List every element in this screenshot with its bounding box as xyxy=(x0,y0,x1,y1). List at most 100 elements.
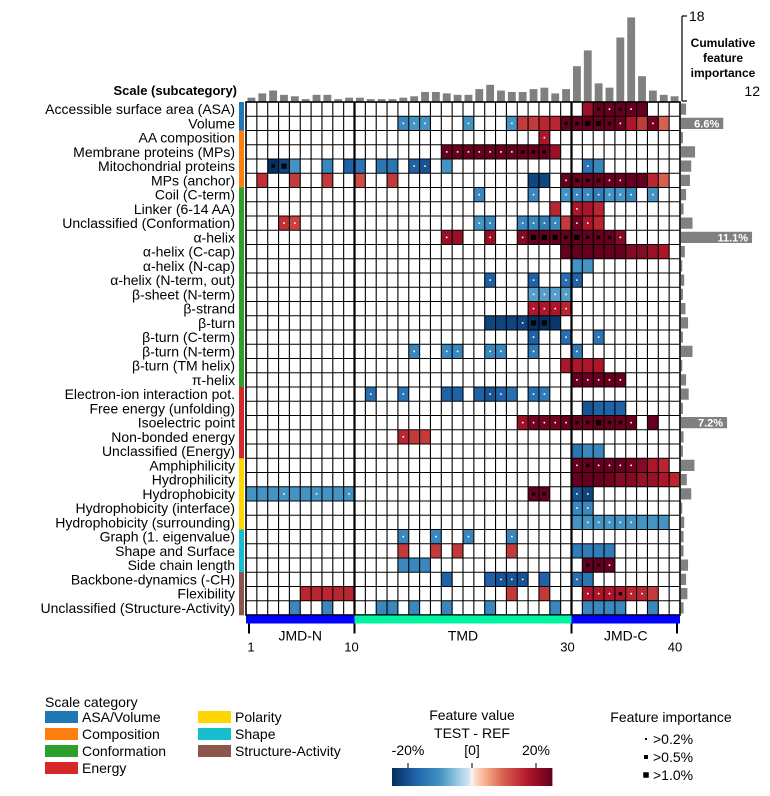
colorbar-segment xyxy=(406,768,409,786)
importance-marker xyxy=(283,222,285,224)
colorbar-segment xyxy=(532,768,535,786)
heatmap-cell xyxy=(582,543,594,558)
heatmap-cell xyxy=(571,358,583,373)
heatmap-cell xyxy=(538,173,550,188)
importance-marker xyxy=(597,193,600,196)
heatmap-cell xyxy=(397,543,409,558)
importance-marker xyxy=(586,493,589,495)
category-strip-segment xyxy=(239,558,244,573)
colorbar-segment xyxy=(444,768,447,786)
heatmap-cell xyxy=(625,173,637,188)
category-strip-segment xyxy=(239,600,244,616)
heatmap-frame xyxy=(245,101,681,616)
colorbar-segment xyxy=(458,768,461,786)
column-importance-bar xyxy=(345,97,353,102)
heatmap-cell xyxy=(571,244,583,259)
row-label: Unclassified (Conformation) xyxy=(62,215,235,231)
importance-marker xyxy=(489,350,491,353)
heatmap-cell xyxy=(289,173,301,188)
importance-marker xyxy=(521,578,524,581)
importance-marker xyxy=(607,121,612,126)
x-tick-label: 10 xyxy=(344,640,358,655)
importance-marker xyxy=(445,151,448,153)
colorbar-segment xyxy=(414,768,417,786)
heatmap-cell xyxy=(549,116,561,131)
importance-marker xyxy=(576,493,578,495)
heatmap-cell xyxy=(549,201,561,216)
category-strip-segment xyxy=(239,102,244,117)
column-importance-bar xyxy=(453,94,462,102)
row-importance-bar xyxy=(681,132,683,144)
importance-marker xyxy=(413,350,415,353)
importance-marker xyxy=(619,464,622,467)
colorbar-segment xyxy=(544,768,547,786)
heatmap-cell xyxy=(647,458,659,473)
colorbar-segment xyxy=(416,768,419,786)
heatmap-cell xyxy=(473,387,485,402)
row-label: β-sheet (N-term) xyxy=(132,286,235,302)
heatmap-cell xyxy=(397,558,409,573)
colorbar-segment xyxy=(496,768,499,786)
heatmap-cell xyxy=(256,173,268,188)
column-importance-bar xyxy=(497,90,505,102)
heatmap-cell xyxy=(658,458,670,473)
importance-marker xyxy=(586,379,589,381)
row-importance-bar xyxy=(681,260,683,272)
heatmap-cell xyxy=(647,600,659,615)
heatmap-cell xyxy=(441,159,453,174)
heatmap-cell xyxy=(452,543,463,558)
heatmap-cell xyxy=(484,315,496,330)
scale-category-label: Conformation xyxy=(82,743,166,759)
importance-marker xyxy=(576,379,578,381)
importance-marker xyxy=(574,234,580,240)
row-importance-bar xyxy=(681,388,689,400)
category-strip-segment xyxy=(239,472,244,488)
domain-segment xyxy=(354,615,572,624)
heatmap-cell xyxy=(593,244,605,259)
colorbar-segment xyxy=(410,768,413,786)
importance-marker xyxy=(554,307,557,310)
colorbar-segment xyxy=(466,768,469,786)
row-label: Backbone-dynamics (-CH) xyxy=(71,571,235,587)
colorbar-segment xyxy=(440,768,443,786)
heatmap-cell xyxy=(582,600,594,615)
importance-marker xyxy=(586,563,590,567)
heatmap-cell xyxy=(614,244,626,259)
row-importance-bar xyxy=(681,431,684,443)
importance-marker xyxy=(618,420,623,425)
heatmap-cell xyxy=(604,401,615,416)
importance-marker xyxy=(521,222,524,224)
importance-marker xyxy=(596,120,602,126)
colorbar-segment xyxy=(534,768,537,786)
importance-marker xyxy=(467,151,470,153)
column-importance-bar xyxy=(594,83,603,102)
heatmap-cell xyxy=(441,600,453,615)
row-label: β-strand xyxy=(183,301,235,317)
heatmap-cell xyxy=(582,258,594,273)
importance-marker xyxy=(283,493,285,495)
importance-marker xyxy=(456,151,459,153)
colorbar-segment xyxy=(480,768,483,786)
heatmap-cell xyxy=(647,244,659,259)
colorbar-segment xyxy=(526,768,529,786)
colorbar-segment xyxy=(448,768,451,786)
heatmap-cell xyxy=(354,173,366,188)
importance-marker xyxy=(478,222,481,224)
heatmap-cell xyxy=(582,401,594,416)
heatmap-cell xyxy=(495,315,507,330)
heatmap-cell xyxy=(332,586,344,601)
heatmap-cell xyxy=(321,159,333,174)
scale-category-swatch xyxy=(45,711,78,723)
row-label: α-helix xyxy=(193,229,235,245)
column-importance-bar xyxy=(464,94,473,102)
row-label: Mitochondrial proteins xyxy=(98,158,235,174)
scale-category-label: ASA/Volume xyxy=(82,709,161,725)
colorbar-segment xyxy=(506,768,509,786)
category-strip-segment xyxy=(239,230,244,245)
colorbar-segment xyxy=(418,768,421,786)
importance-marker xyxy=(565,336,567,338)
row-importance-label: 6.6% xyxy=(694,118,719,130)
importance-marker xyxy=(596,178,601,183)
row-importance-bar xyxy=(681,303,686,315)
heatmap-cell xyxy=(484,572,496,587)
